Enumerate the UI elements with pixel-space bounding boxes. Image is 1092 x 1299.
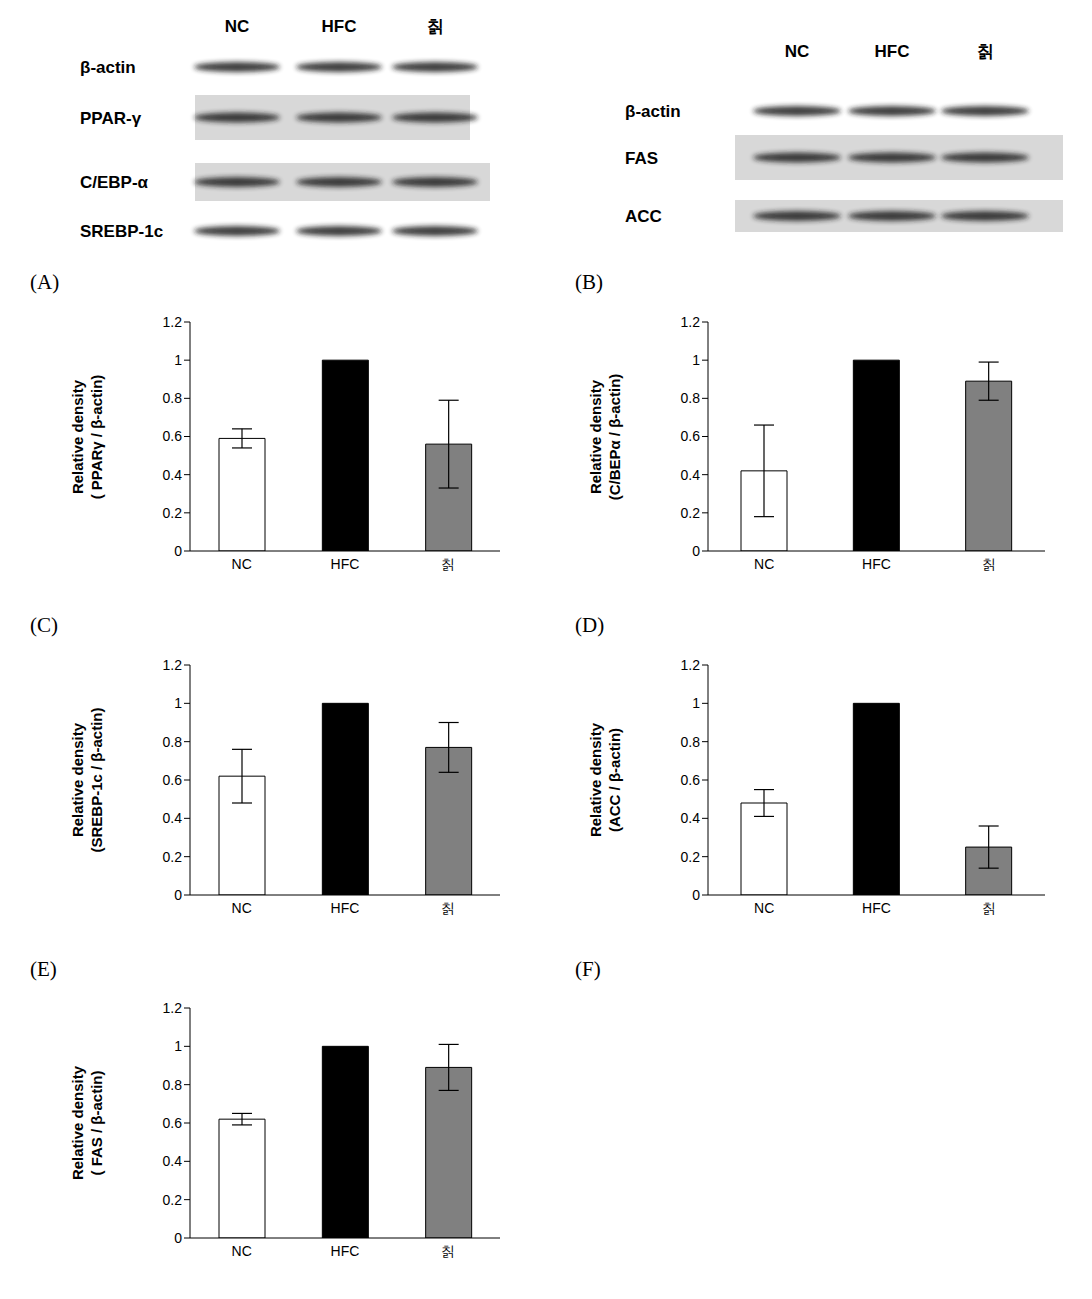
svg-text:0.6: 0.6 bbox=[681, 428, 701, 444]
svg-text:칡: 칡 bbox=[441, 900, 455, 916]
svg-text:NC: NC bbox=[232, 1243, 252, 1259]
svg-text:HFC: HFC bbox=[862, 556, 891, 572]
svg-text:0.6: 0.6 bbox=[681, 772, 701, 788]
svg-text:NC: NC bbox=[232, 556, 252, 572]
svg-text:FAS: FAS bbox=[625, 149, 658, 168]
svg-text:0.8: 0.8 bbox=[163, 390, 183, 406]
svg-text:0.2: 0.2 bbox=[163, 1192, 183, 1208]
svg-text:ACC: ACC bbox=[625, 207, 662, 226]
html-text:( PPARγ / β-actin): ( PPARγ / β-actin) bbox=[88, 374, 105, 499]
svg-text:NC: NC bbox=[785, 42, 810, 61]
svg-text:0.6: 0.6 bbox=[163, 772, 183, 788]
svg-text:β-actin: β-actin bbox=[625, 102, 681, 121]
svg-text:1: 1 bbox=[174, 352, 182, 368]
svg-text:1.2: 1.2 bbox=[681, 657, 701, 673]
svg-text:C/EBP-α: C/EBP-α bbox=[80, 173, 149, 192]
svg-text:칡: 칡 bbox=[441, 1243, 455, 1259]
svg-text:1: 1 bbox=[692, 695, 700, 711]
svg-text:0.8: 0.8 bbox=[681, 734, 701, 750]
svg-text:1.2: 1.2 bbox=[163, 314, 183, 330]
svg-text:0.2: 0.2 bbox=[681, 849, 701, 865]
svg-text:0: 0 bbox=[174, 887, 182, 903]
html-text:Relative density: Relative density bbox=[587, 379, 604, 494]
svg-text:0: 0 bbox=[174, 543, 182, 559]
html-text:(E): (E) bbox=[30, 957, 57, 981]
svg-text:1.2: 1.2 bbox=[163, 657, 183, 673]
svg-text:NC: NC bbox=[754, 900, 774, 916]
svg-text:칡: 칡 bbox=[982, 900, 996, 916]
html-text:(B): (B) bbox=[575, 270, 603, 294]
html-text:Relative density: Relative density bbox=[69, 379, 86, 494]
svg-text:1: 1 bbox=[692, 352, 700, 368]
html-text:(A): (A) bbox=[30, 270, 60, 294]
svg-text:0.6: 0.6 bbox=[163, 428, 183, 444]
html-text:(F): (F) bbox=[575, 957, 601, 981]
svg-text:0.4: 0.4 bbox=[163, 810, 183, 826]
svg-text:HFC: HFC bbox=[331, 556, 360, 572]
svg-text:0: 0 bbox=[692, 543, 700, 559]
svg-text:0: 0 bbox=[692, 887, 700, 903]
svg-text:0.8: 0.8 bbox=[681, 390, 701, 406]
svg-text:칡: 칡 bbox=[977, 42, 994, 61]
svg-text:HFC: HFC bbox=[331, 1243, 360, 1259]
svg-text:0.8: 0.8 bbox=[163, 734, 183, 750]
svg-text:NC: NC bbox=[754, 556, 774, 572]
svg-text:β-actin: β-actin bbox=[80, 58, 136, 77]
svg-text:1: 1 bbox=[174, 1038, 182, 1054]
html-text:(SREBP-1c / β-actin): (SREBP-1c / β-actin) bbox=[88, 707, 105, 853]
html-text:(ACC / β-actin): (ACC / β-actin) bbox=[606, 727, 623, 833]
html-text:( FAS / β-actin): ( FAS / β-actin) bbox=[88, 1070, 105, 1176]
svg-text:1.2: 1.2 bbox=[163, 1000, 183, 1016]
svg-text:HFC: HFC bbox=[331, 900, 360, 916]
svg-text:0.4: 0.4 bbox=[163, 1153, 183, 1169]
svg-text:1.2: 1.2 bbox=[681, 314, 701, 330]
html-text:(C): (C) bbox=[30, 613, 58, 637]
svg-text:1: 1 bbox=[174, 695, 182, 711]
html-text:Relative density: Relative density bbox=[69, 1065, 86, 1181]
html-text:(D): (D) bbox=[575, 613, 605, 637]
svg-text:0.8: 0.8 bbox=[163, 1077, 183, 1093]
svg-text:PPAR-γ: PPAR-γ bbox=[80, 109, 142, 128]
svg-text:0.2: 0.2 bbox=[163, 505, 183, 521]
svg-text:0.2: 0.2 bbox=[681, 505, 701, 521]
svg-text:HFC: HFC bbox=[862, 900, 891, 916]
svg-text:NC: NC bbox=[232, 900, 252, 916]
svg-text:HFC: HFC bbox=[875, 42, 910, 61]
svg-text:NC: NC bbox=[225, 17, 250, 36]
html-text:(C/BEPα / β-actin): (C/BEPα / β-actin) bbox=[606, 373, 623, 500]
svg-text:칡: 칡 bbox=[427, 17, 444, 36]
svg-text:0.4: 0.4 bbox=[681, 810, 701, 826]
svg-text:0.4: 0.4 bbox=[681, 467, 701, 483]
svg-text:칡: 칡 bbox=[982, 556, 996, 572]
svg-text:HFC: HFC bbox=[322, 17, 357, 36]
svg-text:칡: 칡 bbox=[441, 556, 455, 572]
svg-text:0: 0 bbox=[174, 1230, 182, 1246]
svg-text:SREBP-1c: SREBP-1c bbox=[80, 222, 163, 241]
svg-text:0.6: 0.6 bbox=[163, 1115, 183, 1131]
html-text:Relative density: Relative density bbox=[69, 722, 86, 838]
svg-text:0.4: 0.4 bbox=[163, 467, 183, 483]
svg-text:0.2: 0.2 bbox=[163, 849, 183, 865]
html-text:Relative density: Relative density bbox=[587, 722, 604, 838]
